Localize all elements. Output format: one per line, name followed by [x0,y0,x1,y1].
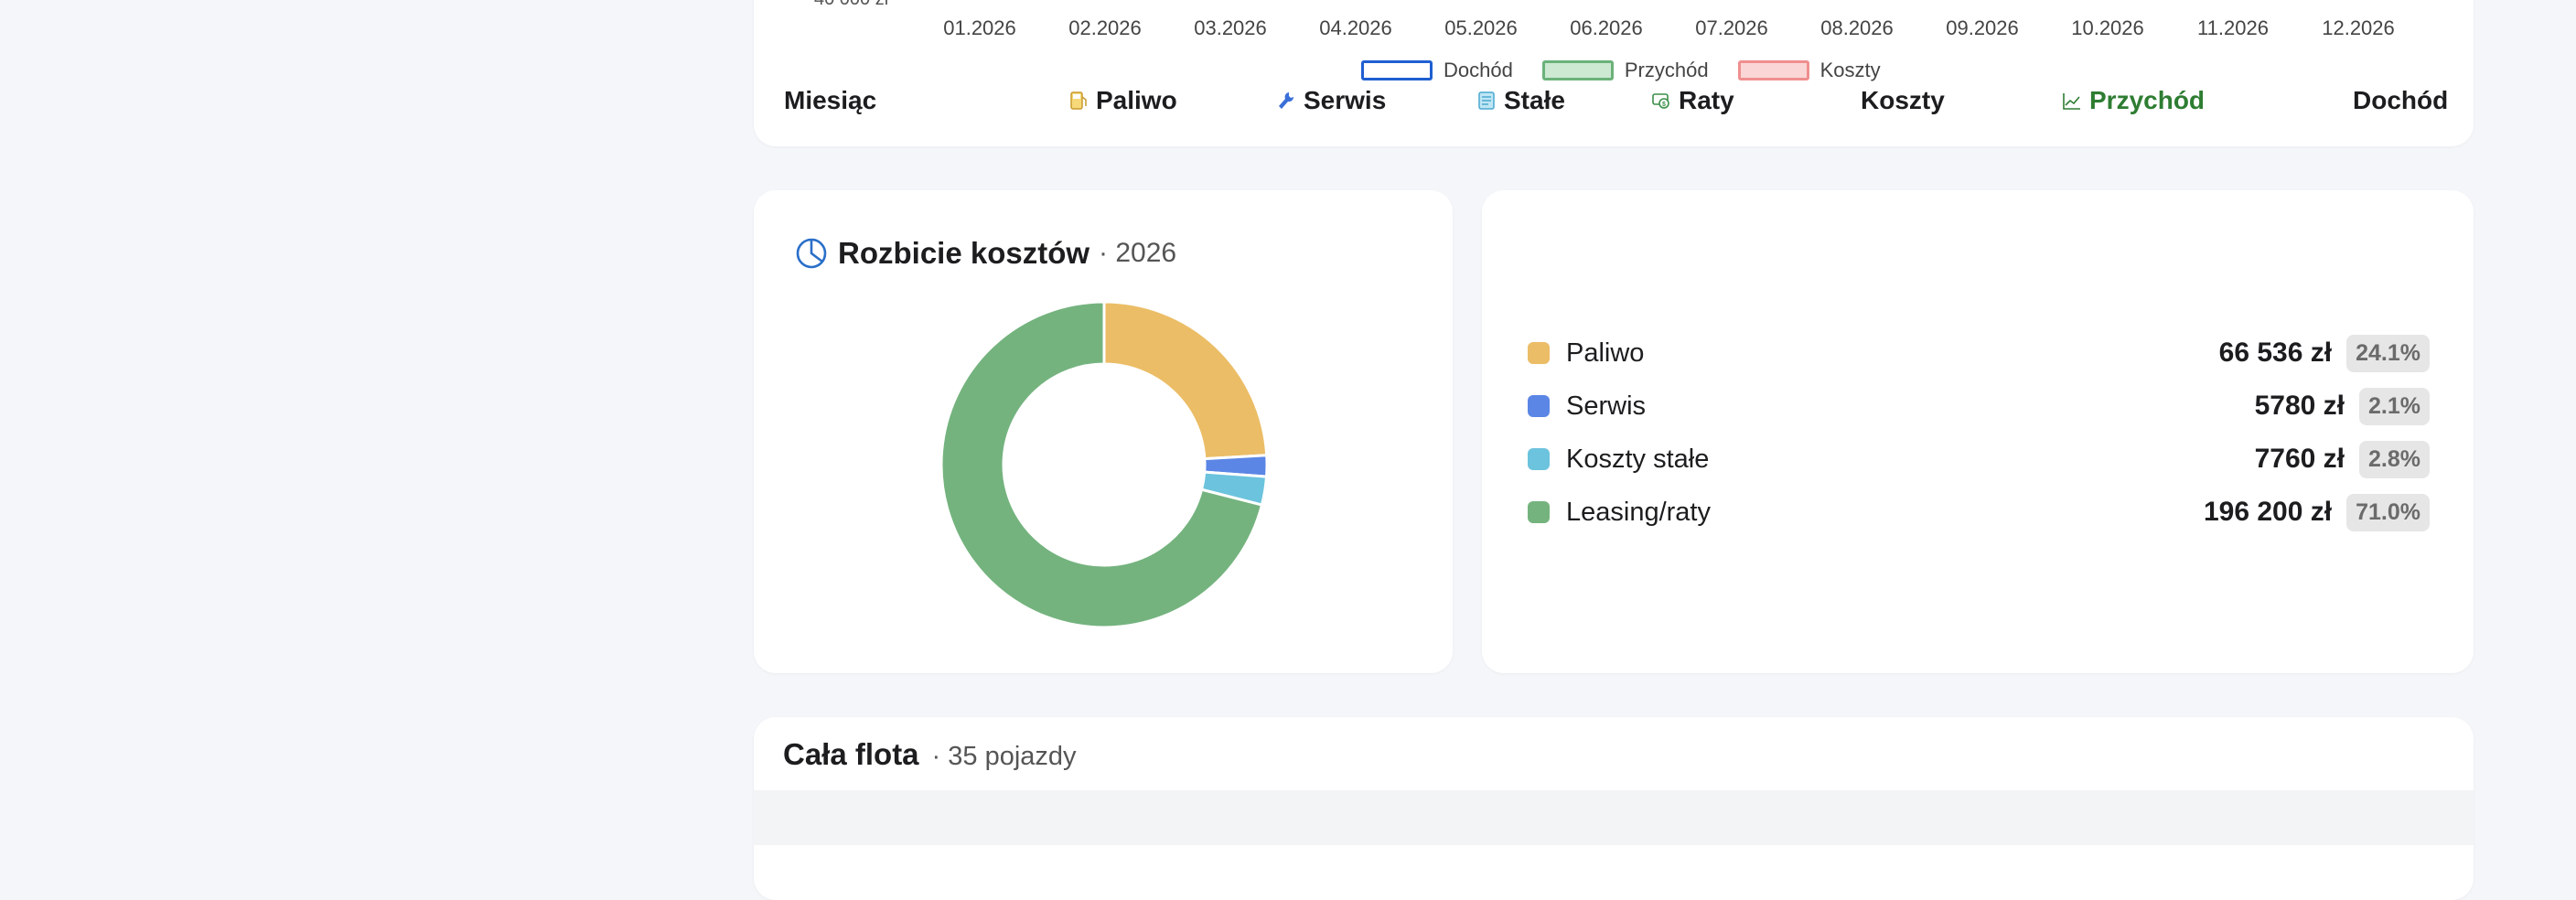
legend-label-dochod[interactable]: Dochód [1444,59,1513,81]
cost-color-dot [1528,501,1550,523]
breakdown-title: Rozbicie kosztów [838,236,1090,270]
fleet-header: Cała flota · 35 pojazdy [783,737,1077,772]
cost-color-dot [1528,342,1550,364]
x-axis-tick-label: 10.2026 [2071,16,2144,39]
cost-breakdown-card: Rozbicie kosztów · 2026 [754,190,1453,673]
svg-text:$: $ [1662,102,1666,108]
column-header-installments[interactable]: $ Raty [1651,86,1734,115]
cost-amount: 5780 zł [2254,391,2345,421]
chart-legend: Dochód Przychód Koszty [1361,59,1881,82]
column-label: Raty [1679,86,1734,114]
cost-name: Paliwo [1566,338,1645,368]
cost-list-card: Paliwo 66 536 zł 24.1% Serwis 5780 zł 2.… [1482,190,2474,673]
cost-name: Koszty stałe [1566,444,1710,474]
x-axis-tick-label: 01.2026 [943,16,1016,39]
column-label: Przychód [2089,86,2206,114]
column-header-service[interactable]: Serwis [1276,86,1386,115]
cost-donut-chart [939,300,1269,629]
monthly-chart-card [754,0,2474,146]
money-icon: $ [1652,93,1669,109]
x-axis-tick-label: 05.2026 [1444,16,1518,39]
fuel-icon [1070,91,1087,110]
cost-amount: 196 200 zł [2203,497,2333,527]
cost-row-paliwo[interactable]: Paliwo 66 536 zł 24.1% [1528,333,2430,373]
cost-color-dot [1528,395,1550,417]
column-label: Stałe [1504,86,1565,114]
cost-amount: 66 536 zł [2218,338,2333,368]
legend-swatch-przychod[interactable] [1541,60,1614,80]
legend-label-przychod[interactable]: Przychód [1624,59,1709,81]
column-label: Dochód [2353,86,2449,114]
x-axis-tick-label: 12.2026 [2322,16,2395,39]
wrench-icon [1279,92,1294,109]
cost-row-koszty-stale[interactable]: Koszty stałe 7760 zł 2.8% [1528,439,2430,479]
legend-swatch-dochod[interactable] [1361,60,1433,80]
donut-slice-leasing-raty[interactable] [939,300,1264,629]
x-axis-tick-label: 06.2026 [1570,16,1643,39]
cost-percent-badge: 24.1% [2346,334,2430,372]
cost-amount: 7760 zł [2254,444,2345,474]
fleet-table-card: Cała flota · 35 pojazdy [754,717,2474,900]
column-header-fuel[interactable]: Paliwo [1068,86,1177,115]
column-header-costs[interactable]: Koszty [1861,86,1945,115]
cost-percent-badge: 71.0% [2346,493,2430,531]
y-axis-tick-label: 40 000 zł [814,0,888,10]
cost-name: Serwis [1566,391,1647,421]
x-axis-tick-label: 08.2026 [1820,16,1894,39]
column-header-income[interactable]: Dochód [2353,86,2448,115]
cost-percent-badge: 2.1% [2359,387,2430,425]
x-axis-tick-label: 04.2026 [1319,16,1392,39]
table-header-row [754,790,2474,845]
cost-color-dot [1528,448,1550,470]
breakdown-year: · 2026 [1099,238,1177,268]
column-header-fixed[interactable]: Stałe [1476,86,1565,115]
x-axis-tick-label: 11.2026 [2197,16,2269,39]
x-axis-tick-label: 02.2026 [1068,16,1142,39]
trend-up-icon [2063,93,2080,110]
cost-name: Leasing/raty [1566,497,1711,527]
column-header-month[interactable]: Miesiąc [784,86,876,115]
column-label: Koszty [1861,86,1945,114]
column-label: Paliwo [1096,86,1177,114]
pie-chart-icon [796,238,827,269]
donut-slice-paliwo[interactable] [1102,300,1269,461]
breakdown-header: Rozbicie kosztów · 2026 [794,236,1176,271]
cost-row-serwis[interactable]: Serwis 5780 zł 2.1% [1528,386,2430,426]
fleet-title: Cała flota [783,737,919,771]
column-label: Serwis [1304,86,1387,114]
column-label: Miesiąc [784,86,877,114]
x-axis-tick-label: 03.2026 [1194,16,1267,39]
cost-row-leasing[interactable]: Leasing/raty 196 200 zł 71.0% [1528,492,2430,532]
fleet-vehicle-count: · 35 pojazdy [931,742,1077,771]
document-icon [1478,91,1495,110]
x-axis-tick-label: 09.2026 [1946,16,2019,39]
x-axis-tick-label: 07.2026 [1695,16,1768,39]
legend-label-koszty[interactable]: Koszty [1819,59,1881,81]
column-header-revenue[interactable]: Przychód [2062,86,2205,115]
cost-percent-badge: 2.8% [2359,440,2430,478]
legend-swatch-koszty[interactable] [1737,60,1809,80]
